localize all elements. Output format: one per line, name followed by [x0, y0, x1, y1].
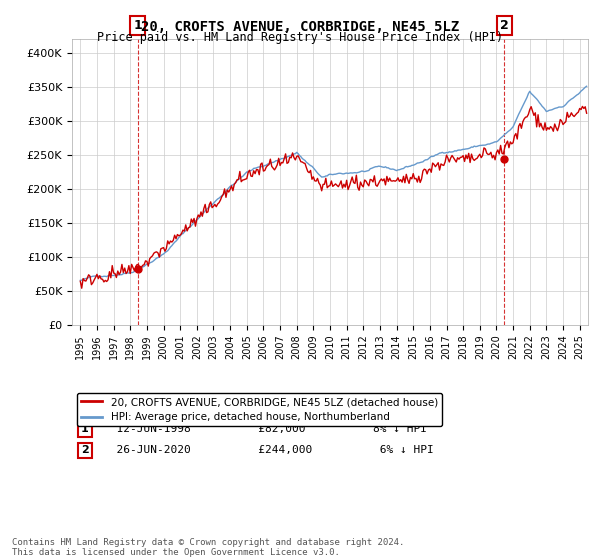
Text: 2: 2 [81, 445, 89, 455]
Text: 1: 1 [81, 424, 89, 434]
Text: 1: 1 [133, 19, 142, 32]
Text: 2: 2 [500, 19, 509, 32]
Text: 26-JUN-2020          £244,000          6% ↓ HPI: 26-JUN-2020 £244,000 6% ↓ HPI [103, 445, 434, 455]
Text: 12-JUN-1998          £82,000          8% ↓ HPI: 12-JUN-1998 £82,000 8% ↓ HPI [103, 424, 427, 434]
Legend: 20, CROFTS AVENUE, CORBRIDGE, NE45 5LZ (detached house), HPI: Average price, det: 20, CROFTS AVENUE, CORBRIDGE, NE45 5LZ (… [77, 393, 442, 426]
Text: 20, CROFTS AVENUE, CORBRIDGE, NE45 5LZ: 20, CROFTS AVENUE, CORBRIDGE, NE45 5LZ [141, 20, 459, 34]
Text: Price paid vs. HM Land Registry's House Price Index (HPI): Price paid vs. HM Land Registry's House … [97, 31, 503, 44]
Text: Contains HM Land Registry data © Crown copyright and database right 2024.
This d: Contains HM Land Registry data © Crown c… [12, 538, 404, 557]
